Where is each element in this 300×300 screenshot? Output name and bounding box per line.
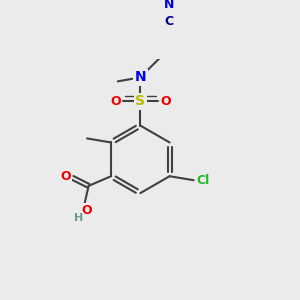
Text: C: C bbox=[165, 15, 174, 28]
Text: O: O bbox=[60, 170, 70, 183]
Text: O: O bbox=[81, 204, 92, 217]
Text: Cl: Cl bbox=[197, 174, 210, 187]
Text: H: H bbox=[74, 213, 83, 223]
Text: O: O bbox=[160, 95, 171, 108]
Text: O: O bbox=[110, 95, 121, 108]
Text: S: S bbox=[135, 94, 146, 109]
Text: N: N bbox=[134, 70, 146, 84]
Text: N: N bbox=[164, 0, 175, 11]
